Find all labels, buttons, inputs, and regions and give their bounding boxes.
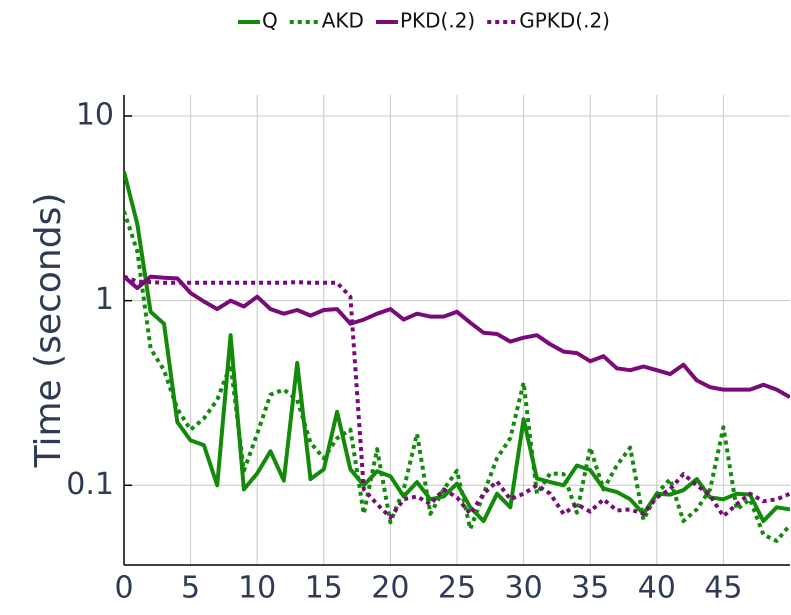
line-series: [124, 210, 790, 543]
legend-label: PKD(.2): [400, 9, 475, 33]
x-tick-label: 45: [704, 571, 742, 606]
x-tick-label: 35: [571, 571, 609, 606]
y-tick-label: 0.1: [66, 467, 114, 502]
y-tick-label: 1: [95, 282, 114, 317]
x-tick-label: 0: [114, 571, 133, 606]
x-tick-label: 20: [371, 571, 409, 606]
x-tick-label: 25: [438, 571, 476, 606]
x-tick-label: 5: [181, 571, 200, 606]
legend-label: GPKD(.2): [519, 9, 610, 33]
y-tick-label: 10: [76, 98, 114, 133]
x-tick-label: 40: [638, 571, 676, 606]
x-tick-label: 10: [238, 571, 276, 606]
legend-label: AKD: [322, 9, 364, 33]
legend-label: Q: [262, 9, 278, 33]
x-tick-label: 15: [305, 571, 343, 606]
plot-lines: [124, 171, 790, 543]
x-tick-label: 30: [505, 571, 543, 606]
line-series: [124, 274, 790, 520]
line-series: [124, 274, 790, 399]
legend: Q AKD PKD(.2) GPKD(.2): [238, 9, 610, 33]
y-axis-label: Time (seconds): [28, 193, 69, 469]
